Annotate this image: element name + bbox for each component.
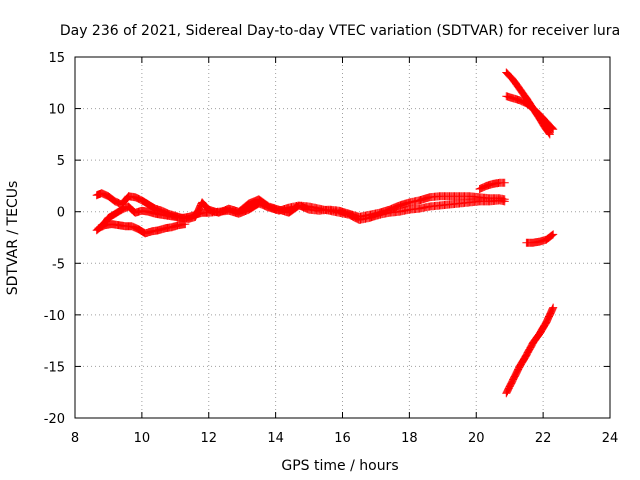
grid-lines (75, 57, 610, 418)
y-tick-label: 0 (57, 206, 65, 221)
x-tick-label: 24 (602, 431, 619, 446)
x-tick-label: 16 (334, 431, 351, 446)
series-markers (522, 230, 558, 247)
data-points (92, 68, 558, 398)
y-tick-label: -10 (44, 309, 65, 324)
y-axis-label: SDTVAR / TECUs (5, 181, 21, 296)
x-tick-label: 8 (71, 431, 79, 446)
series-main-track-c (94, 220, 190, 238)
y-tick-label: 15 (48, 51, 65, 66)
y-tick-label: -15 (44, 360, 65, 375)
y-ticks: -20 -15 -10 -5 0 5 10 15 (44, 51, 610, 427)
x-ticks: 8 10 12 14 16 18 20 22 24 (71, 57, 618, 446)
chart-title: Day 236 of 2021, Sidereal Day-to-day VTE… (60, 23, 620, 39)
x-axis-label: GPS time / hours (281, 458, 398, 474)
x-tick-label: 10 (134, 431, 151, 446)
series-main-track-b (92, 195, 509, 235)
x-tick-label: 18 (401, 431, 418, 446)
y-tick-label: -20 (44, 412, 65, 427)
series-markers (92, 195, 509, 235)
x-tick-label: 12 (200, 431, 217, 446)
series-markers (475, 178, 509, 193)
x-tick-label: 14 (267, 431, 284, 446)
series-rising-lower (502, 303, 558, 398)
x-tick-label: 22 (535, 431, 552, 446)
series-markers (502, 303, 558, 398)
y-tick-label: -5 (52, 257, 65, 272)
y-tick-label: 5 (57, 154, 65, 169)
series-negative-segment (522, 230, 558, 247)
series-markers (502, 92, 558, 134)
y-tick-label: 10 (48, 103, 65, 118)
x-tick-label: 20 (468, 431, 485, 446)
series-markers (94, 220, 190, 238)
series-descending-upper-b (502, 92, 558, 134)
series-short-segment-20h (475, 178, 509, 193)
